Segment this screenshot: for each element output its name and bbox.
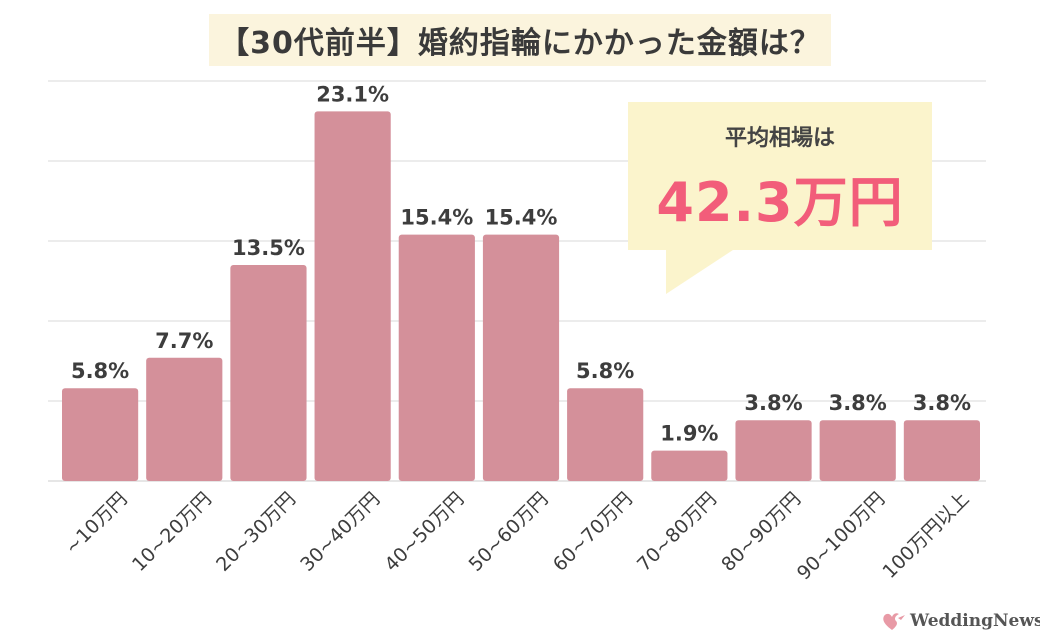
title-container: 【30代前半】婚約指輪にかかった金額は？ bbox=[0, 14, 1040, 66]
bar bbox=[651, 450, 728, 481]
data-label: 3.8% bbox=[913, 391, 971, 415]
chart-title: 【30代前半】婚約指輪にかかった金額は？ bbox=[209, 14, 831, 66]
x-tick-label: 10~20万円 bbox=[128, 488, 216, 576]
x-tick-label: 80~90万円 bbox=[717, 488, 805, 576]
bar bbox=[146, 357, 223, 481]
heart-dove-icon bbox=[883, 613, 905, 630]
bar bbox=[398, 234, 475, 481]
data-label: 5.8% bbox=[576, 359, 634, 383]
x-tick-label: 70~80万円 bbox=[633, 488, 721, 576]
value-labels: 5.8% 7.7% 13.5% 23.1% 15.4% 15.4% 5.8% 1.9% 3.8%… bbox=[71, 82, 971, 445]
x-tick-label: ~10万円 bbox=[61, 488, 132, 559]
bar bbox=[482, 234, 560, 481]
average-callout: 平均相場は 42.3万円 bbox=[628, 102, 932, 250]
x-tick-label: 30~40万円 bbox=[296, 488, 384, 576]
data-label: 23.1% bbox=[316, 82, 389, 106]
bar bbox=[230, 265, 307, 481]
callout-tail bbox=[666, 248, 736, 294]
bar bbox=[567, 388, 644, 481]
data-label: 13.5% bbox=[232, 236, 305, 260]
data-label: 15.4% bbox=[400, 206, 473, 230]
average-label: 平均相場は bbox=[724, 126, 835, 151]
data-label: 3.8% bbox=[744, 391, 802, 415]
x-tick-label: 90~100万円 bbox=[793, 488, 889, 584]
x-tick-label: 40~50万円 bbox=[380, 488, 468, 576]
average-value: 42.3万円 bbox=[656, 171, 904, 234]
bar bbox=[819, 420, 896, 481]
x-tick-label: 60~70万円 bbox=[549, 488, 637, 576]
data-label: 1.9% bbox=[660, 422, 718, 446]
x-tick-labels: ~10万円10~20万円20~30万円30~40万円40~50万円50~60万円… bbox=[61, 488, 974, 584]
x-tick-label: 20~30万円 bbox=[212, 488, 300, 576]
data-label: 5.8% bbox=[71, 359, 129, 383]
bar bbox=[735, 420, 812, 481]
data-label: 15.4% bbox=[485, 206, 558, 230]
x-tick-label: 50~60万円 bbox=[465, 488, 553, 576]
bar bbox=[903, 420, 980, 481]
brand-name: WeddingNews bbox=[910, 611, 1040, 631]
brand-logo: WeddingNews bbox=[880, 610, 1040, 632]
bars bbox=[62, 111, 980, 482]
bar bbox=[62, 388, 139, 481]
bar bbox=[314, 111, 391, 482]
x-tick-label: 100万円以上 bbox=[879, 488, 974, 583]
data-label: 7.7% bbox=[155, 329, 213, 353]
data-label: 3.8% bbox=[829, 391, 887, 415]
